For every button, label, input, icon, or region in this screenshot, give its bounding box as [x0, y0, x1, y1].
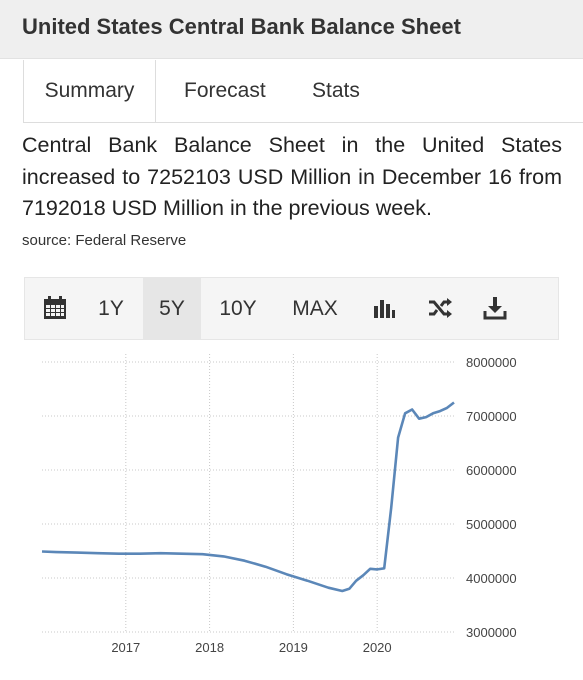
- range-1y-button[interactable]: 1Y: [98, 297, 124, 320]
- tab-stats[interactable]: Stats: [312, 79, 360, 102]
- balance-sheet-chart: 2017 2018 2019 2020 8000000 7000000 6000000 50…: [41, 354, 517, 655]
- x-tick-label: 2018: [195, 640, 224, 655]
- bar-chart-icon[interactable]: [372, 296, 396, 320]
- page-title: United States Central Bank Balance Sheet: [22, 14, 461, 39]
- series-line: [41, 401, 455, 593]
- tab-summary[interactable]: Summary: [24, 60, 156, 122]
- tab-bar: Summary Forecast Stats: [23, 60, 583, 123]
- y-tick-label: 8000000: [466, 355, 517, 370]
- download-icon[interactable]: [483, 296, 507, 320]
- tab-forecast[interactable]: Forecast: [184, 79, 266, 102]
- y-tick-label: 6000000: [466, 463, 517, 478]
- y-tick-label: 7000000: [466, 409, 517, 424]
- range-max-button[interactable]: MAX: [292, 297, 338, 320]
- header-bar: United States Central Bank Balance Sheet: [0, 0, 583, 59]
- summary-text: Central Bank Balance Sheet in the United…: [22, 133, 562, 220]
- x-tick-label: 2020: [363, 640, 392, 655]
- chart-toolbar: 1Y 5Y 10Y MAX: [24, 277, 559, 340]
- source-text: source: Federal Reserve: [22, 232, 187, 249]
- y-tick-label: 5000000: [466, 517, 517, 532]
- range-10y-button[interactable]: 10Y: [219, 297, 257, 320]
- shuffle-icon[interactable]: [428, 296, 452, 320]
- calendar-icon[interactable]: [43, 296, 67, 320]
- y-tick-label: 4000000: [466, 571, 517, 586]
- y-tick-label: 3000000: [466, 625, 517, 640]
- x-tick-label: 2019: [279, 640, 308, 655]
- range-5y-button[interactable]: 5Y: [143, 278, 201, 339]
- x-tick-label: 2017: [111, 640, 140, 655]
